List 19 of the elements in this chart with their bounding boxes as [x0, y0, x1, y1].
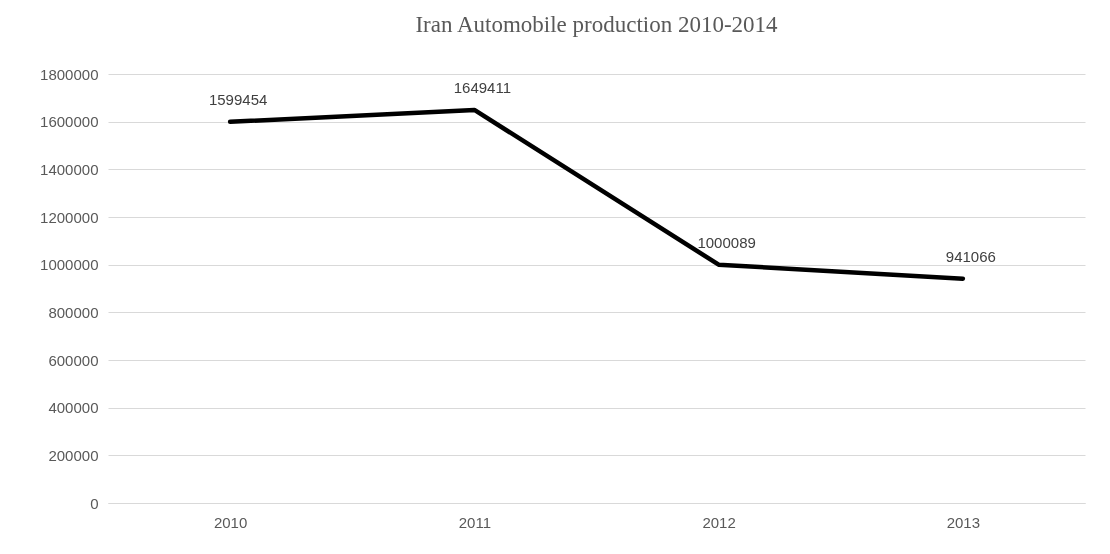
y-tick-label: 0	[90, 494, 99, 512]
data-label: 941066	[945, 247, 996, 265]
data-label: 1649411	[453, 78, 512, 96]
y-tick-label: 400000	[48, 399, 99, 417]
y-tick-label: 800000	[48, 303, 99, 321]
data-label: 1599454	[208, 90, 268, 108]
chart-title: Iran Automobile production 2010-2014	[415, 12, 779, 37]
y-tick-label: 600000	[48, 351, 99, 369]
data-label: 1000089	[697, 233, 756, 251]
y-tick-label: 1200000	[40, 208, 99, 226]
y-tick-label: 1600000	[40, 113, 99, 131]
y-tick-label: 1400000	[40, 160, 99, 178]
x-tick-label: 2010	[213, 513, 248, 531]
x-tick-label: 2013	[946, 513, 981, 531]
y-tick-label: 200000	[48, 446, 99, 464]
y-tick-label: 1000000	[40, 256, 99, 274]
x-tick-label: 2011	[458, 513, 492, 531]
y-tick-label: 1800000	[40, 65, 99, 83]
x-tick-label: 2012	[702, 513, 736, 531]
